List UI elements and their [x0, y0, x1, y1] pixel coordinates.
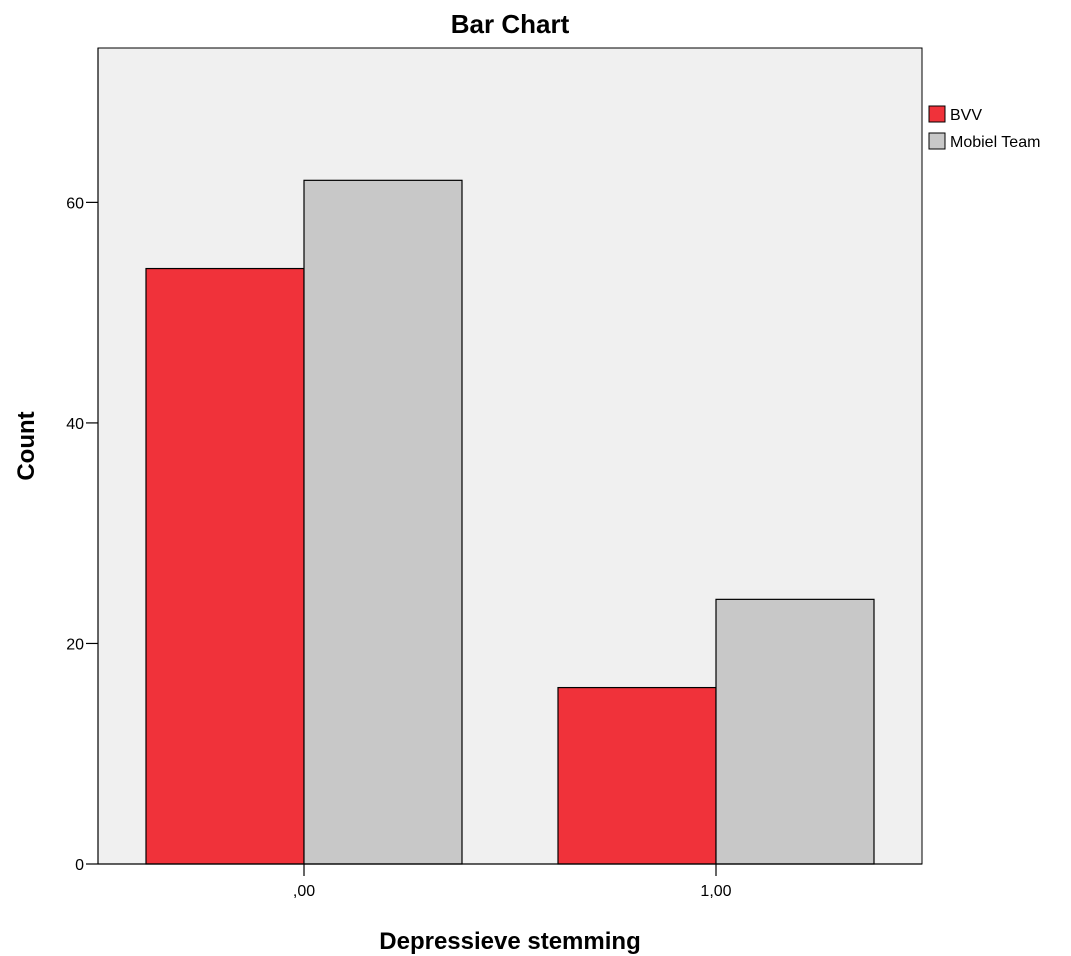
legend-swatch: [928, 132, 946, 150]
bar-mobiel-team-0: [303, 179, 463, 865]
y-axis-ticks: 0 20 40 60: [66, 195, 98, 874]
y-tick-label: 0: [75, 857, 84, 874]
x-axis-ticks: ,00 1,00: [293, 864, 732, 900]
y-tick-label: 20: [66, 636, 84, 653]
bar-bvv-0: [145, 267, 305, 865]
y-tick-label: 40: [66, 416, 84, 433]
legend: BVV Mobiel Team: [928, 105, 1040, 151]
x-tick-label: 1,00: [700, 883, 731, 900]
legend-label: Mobiel Team: [950, 134, 1040, 151]
legend-label: BVV: [950, 107, 982, 124]
y-axis-title: Count: [13, 411, 40, 480]
legend-swatch: [928, 105, 946, 123]
x-tick-label: ,00: [293, 883, 315, 900]
y-tick-label: 60: [66, 195, 84, 212]
bar-mobiel-team-1: [715, 598, 875, 865]
x-axis-title: Depressieve stemming: [379, 928, 640, 955]
bars-group: [145, 179, 875, 865]
chart-title: Bar Chart: [451, 9, 570, 39]
bar-bvv-1: [557, 686, 717, 865]
